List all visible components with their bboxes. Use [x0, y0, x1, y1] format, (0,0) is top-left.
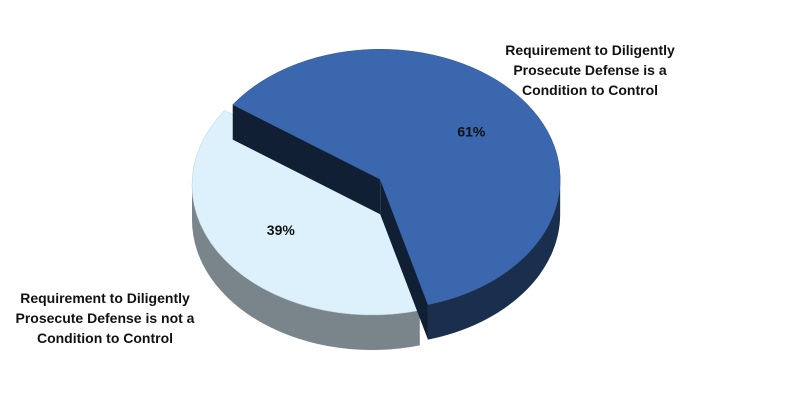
category-label: Requirement to Diligently Prosecute Defe…: [15, 290, 195, 346]
pie-slice: [191, 110, 421, 316]
slice-cut-face: [380, 179, 428, 340]
value-label: 39%: [267, 222, 296, 238]
slice-cut-face: [232, 104, 381, 215]
slice-side: [427, 179, 561, 340]
slice-side: [191, 185, 420, 351]
pie-slice: [232, 49, 561, 305]
value-label: 61%: [457, 123, 486, 139]
category-label: Requirement to Diligently Prosecute Defe…: [505, 42, 675, 98]
